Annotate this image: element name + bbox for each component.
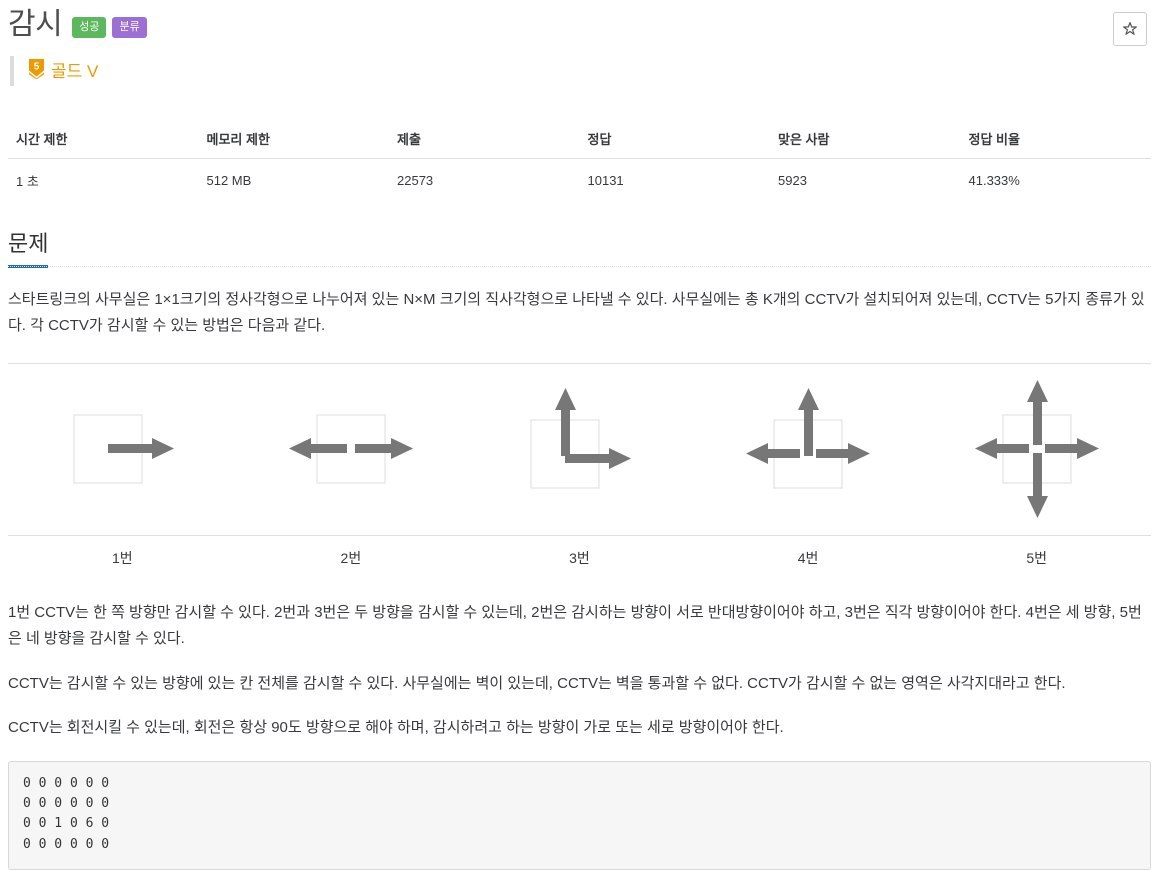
cctv-type-5-icon [922,364,1151,536]
info-table-header-row: 시간 제한 메모리 제한 제출 정답 맞은 사람 정답 비율 [8,121,1151,159]
cctv-caption-3: 3번 [465,535,694,583]
header-accepted: 정답 [579,121,770,159]
page-title: 감시 [8,8,63,41]
status-badge-solved[interactable]: 성공 [72,17,107,38]
gold-shield-icon: 5 [28,58,45,84]
problem-section: 문제 스타트링크의 사무실은 1×1크기의 정사각형으로 나누어져 있는 N×M… [8,230,1151,870]
header-solvers: 맞은 사람 [770,121,961,159]
value-memory-limit: 512 MB [206,173,252,188]
value-acceptance-rate: 41.333% [968,173,1020,188]
cctv-type-3-icon [465,364,694,536]
svg-text:5: 5 [34,62,40,73]
header-time-limit: 시간 제한 [8,121,199,159]
cctv-caption-2: 2번 [236,535,466,583]
tier-label: 골드 V [51,61,99,81]
problem-paragraph-3: CCTV는 감시할 수 있는 방향에 있는 칸 전체를 감시할 수 있다. 사무… [8,674,1066,692]
tier-blockquote: 5 골드 V [10,56,1151,86]
cctv-type-4-icon [694,364,923,536]
problem-paragraph-4: CCTV는 회전시킬 수 있는데, 회전은 항상 90도 방향으로 해야 하며,… [8,718,784,736]
cctv-caption-5: 5번 [922,535,1151,583]
page-header: 감시 성공 분류 [8,0,1151,46]
problem-info-table: 시간 제한 메모리 제한 제출 정답 맞은 사람 정답 비율 1 초 512 M… [8,121,1151,202]
cctv-type-2-icon [237,364,466,536]
category-badge[interactable]: 분류 [112,17,147,38]
value-accepted: 10131 [587,173,624,188]
sample-grid-code-block: 0 0 0 0 0 0 0 0 0 0 0 0 0 0 1 0 6 0 0 0 … [8,761,1151,870]
cctv-caption-4: 4번 [693,535,923,583]
header-submissions: 제출 [389,121,580,159]
problem-paragraph-1: 스타트링크의 사무실은 1×1크기의 정사각형으로 나누어져 있는 N×M 크기… [8,290,1145,334]
star-icon [1122,21,1138,37]
info-table-value-row: 1 초 512 MB 22573 10131 5923 41.333% [8,159,1151,203]
problem-paragraph-2: 1번 CCTV는 한 쪽 방향만 감시할 수 있다. 2번과 3번은 두 방향을… [8,604,1142,648]
cctv-figure-table: 1번 2번 3번 4번 5번 [8,363,1151,583]
cctv-figure-row [8,364,1151,536]
header-acceptance-rate: 정답 비율 [960,121,1151,159]
header-memory-limit: 메모리 제한 [198,121,389,159]
value-time-limit: 1 초 [16,174,39,189]
cctv-type-1-icon [8,364,237,536]
badge-group: 성공 분류 [72,17,147,38]
section-divider [8,265,1151,267]
section-title-problem: 문제 [8,230,49,268]
favorite-button[interactable] [1113,12,1147,46]
value-solvers: 5923 [778,173,807,188]
title-group: 감시 성공 분류 [8,8,147,42]
cctv-caption-row: 1번 2번 3번 4번 5번 [8,535,1151,583]
cctv-caption-1: 1번 [8,535,237,583]
value-submissions: 22573 [397,173,434,188]
